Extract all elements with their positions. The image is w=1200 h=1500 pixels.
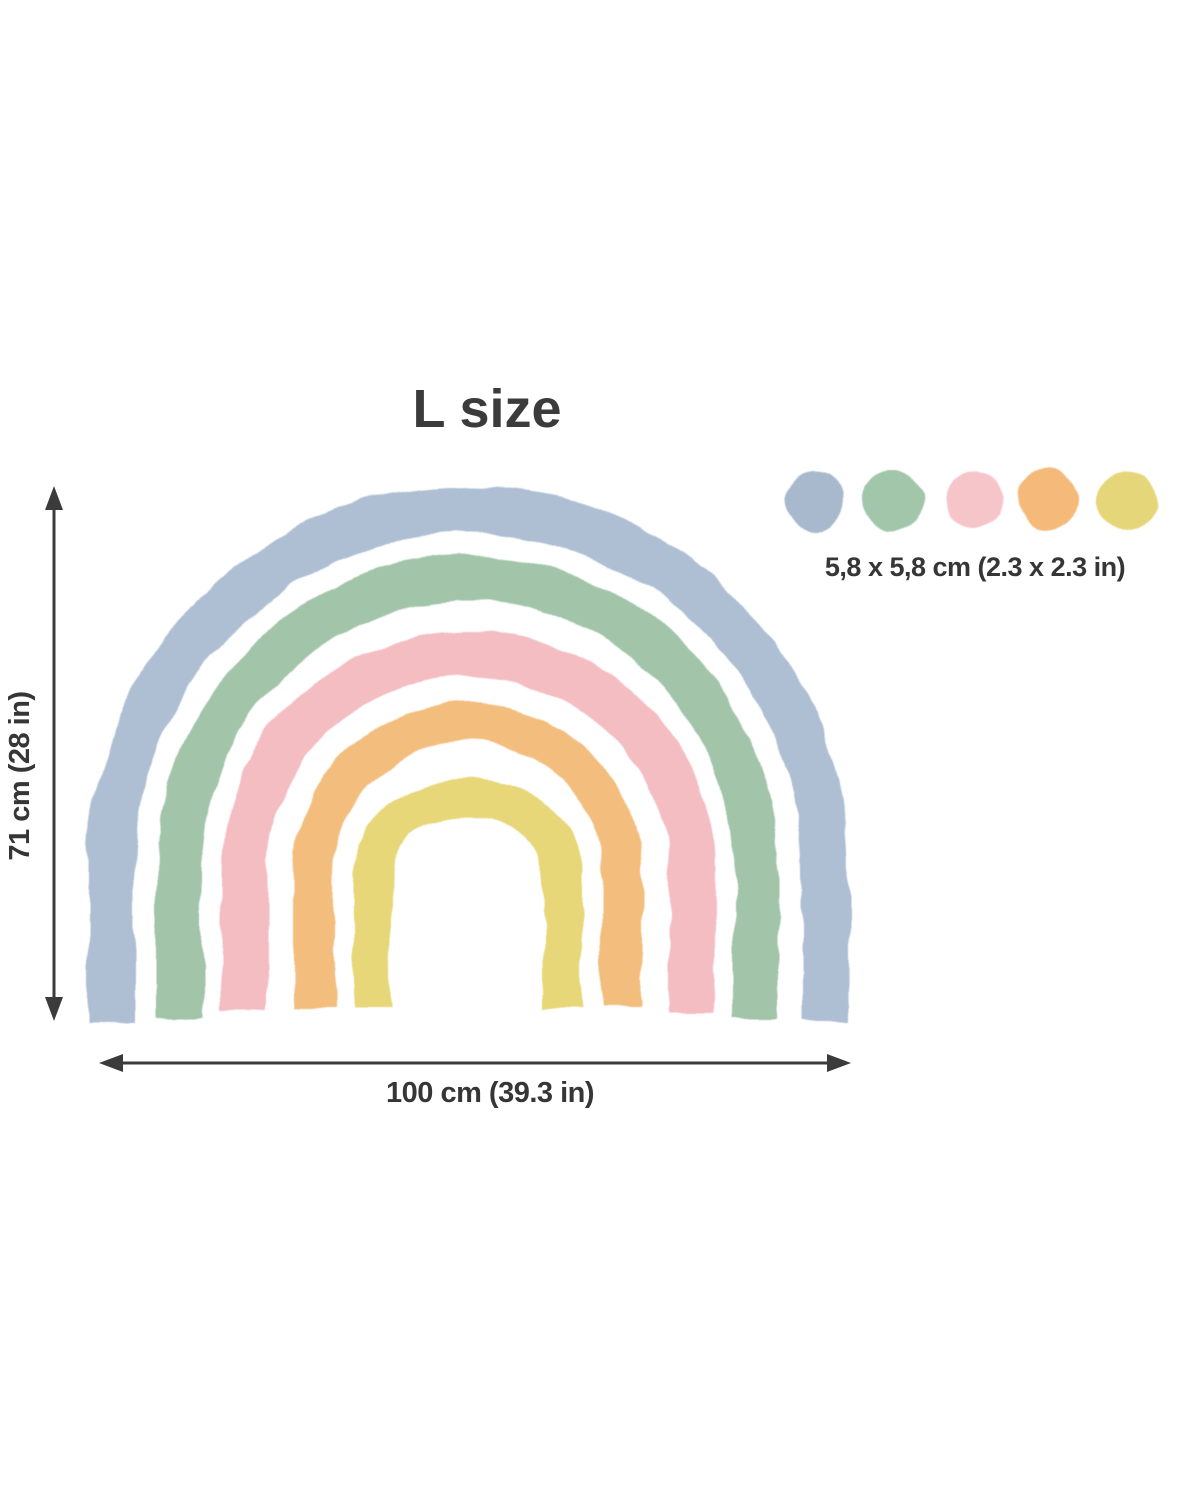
rainbow-arc-pink (221, 631, 715, 1013)
swatch-dot-pink (942, 470, 1002, 530)
size-title: L size (412, 379, 562, 439)
rainbow-arc-orange (294, 703, 642, 1008)
width-arrowhead-right-icon (827, 1054, 851, 1072)
swatch-dot-orange (1018, 470, 1078, 530)
rainbow-arc-blue (87, 486, 849, 1022)
swatch-dot-green (863, 470, 923, 530)
rainbow-arc-green (157, 555, 779, 1018)
width-dimension-label: 100 cm (39.3 in) (386, 1077, 595, 1109)
swatch-dot-blue (785, 470, 845, 530)
swatch-dots (785, 470, 1157, 530)
height-arrowhead-bottom-icon (45, 997, 63, 1021)
height-arrowhead-top-icon (45, 486, 63, 510)
height-dimension-arrow (45, 486, 63, 1021)
swatch-dot-yellow (1097, 470, 1157, 530)
rainbow-arc-yellow (354, 778, 582, 1007)
rainbow-illustration (87, 486, 849, 1022)
height-dimension-label: 71 cm (28 in) (4, 691, 36, 861)
swatch-size-caption: 5,8 x 5,8 cm (2.3 x 2.3 in) (824, 552, 1126, 582)
width-arrowhead-left-icon (99, 1054, 123, 1072)
width-dimension-arrow (99, 1054, 851, 1072)
